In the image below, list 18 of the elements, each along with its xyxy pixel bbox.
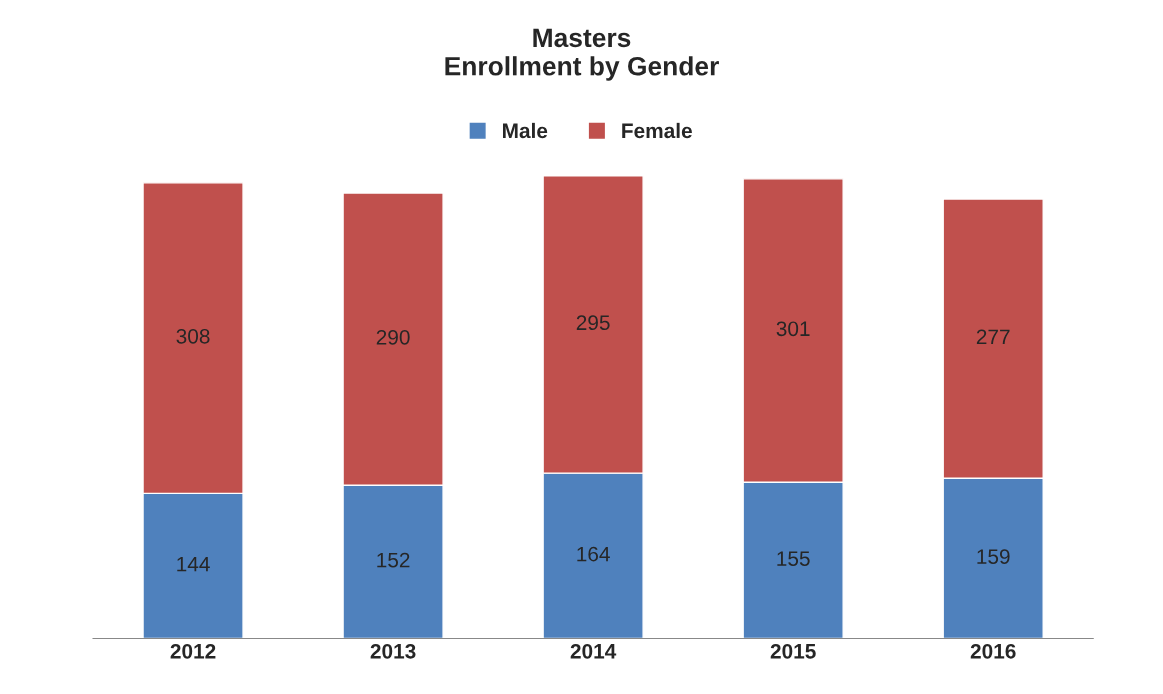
x-tick-label: 2013 <box>370 643 416 659</box>
data-label: 164 <box>577 546 610 562</box>
data-label: 277 <box>976 329 1010 344</box>
legend-label: Female <box>622 122 692 139</box>
x-tick-label: 2015 <box>770 643 816 659</box>
data-label: 144 <box>177 556 210 572</box>
data-label: 155 <box>777 551 810 566</box>
x-tick-label: 2012 <box>170 643 216 659</box>
data-label: 159 <box>977 549 1010 564</box>
legend-label: Male <box>503 122 548 139</box>
chart-title: Masters Enrollment by Gender <box>445 28 719 81</box>
data-label: 152 <box>377 552 410 568</box>
x-tick-label: 2016 <box>970 643 1016 659</box>
data-label: 295 <box>576 315 610 331</box>
x-tick-label: 2014 <box>570 643 617 659</box>
data-label: 290 <box>376 329 410 345</box>
data-label: 308 <box>176 328 210 344</box>
data-label: 301 <box>776 321 810 337</box>
